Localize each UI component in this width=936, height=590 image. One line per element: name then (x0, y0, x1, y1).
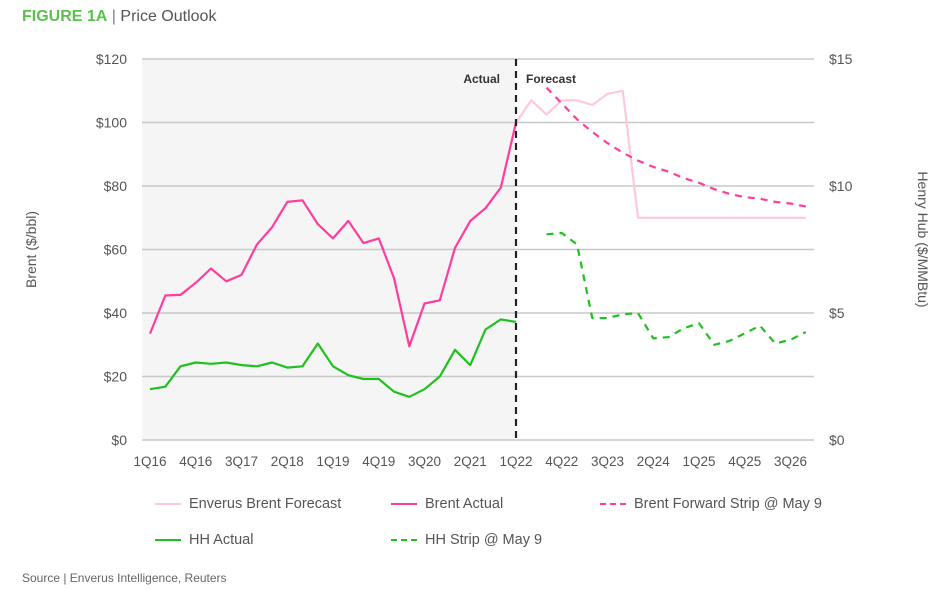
x-tick-label: 3Q17 (225, 454, 258, 469)
series-lines (148, 86, 807, 398)
x-tick-label: 4Q19 (362, 454, 395, 469)
series-line-hh-actual (149, 318, 517, 398)
x-tick-label: 4Q16 (179, 454, 212, 469)
title-separator: | (111, 8, 116, 25)
figure-title: FIGURE 1A | Price Outlook (22, 8, 216, 26)
legend-swatch-enverus-brent-forecast (155, 503, 181, 505)
left-tick-label: $20 (104, 369, 128, 385)
x-tick-label: 1Q25 (682, 454, 715, 469)
x-tick-label: 1Q16 (133, 454, 166, 469)
right-axis-ticks: $0 $5 $10 $15 (829, 51, 853, 448)
legend-item-enverus-brent-forecast[interactable]: Enverus Brent Forecast (155, 496, 341, 512)
x-tick-label: 4Q22 (545, 454, 578, 469)
left-tick-label: $0 (111, 432, 127, 448)
actual-annotation: Actual (463, 72, 500, 86)
x-tick-label: 2Q21 (454, 454, 487, 469)
left-axis-ticks: $0 $20 $40 $60 $80 $100 $120 (96, 51, 127, 448)
legend-swatch-hh-strip (391, 539, 417, 541)
legend-swatch-brent-forward-strip (600, 503, 626, 505)
series-line-brent-forward-strip-may-9 (545, 86, 807, 208)
forecast-annotation: Forecast (526, 72, 576, 86)
x-tick-label: 1Q19 (316, 454, 349, 469)
x-tick-label: 1Q22 (499, 454, 532, 469)
legend-swatch-brent-actual (391, 503, 417, 505)
x-tick-label: 2Q18 (271, 454, 304, 469)
x-tick-label: 2Q24 (637, 454, 671, 469)
series-line-enverus-brent-forecast (515, 89, 806, 219)
legend-label: Enverus Brent Forecast (189, 496, 342, 512)
figure-label: FIGURE 1A (22, 8, 108, 25)
left-tick-label: $80 (104, 178, 128, 194)
price-outlook-chart: $0 $20 $40 $60 $80 $100 $120 $0 $5 $10 $15 1Q16 4Q… (23, 51, 931, 469)
left-tick-label: $100 (96, 115, 127, 131)
left-axis-label: Brent ($/bbl) (23, 211, 39, 288)
legend-swatch-hh-actual (155, 539, 181, 541)
legend-label: HH Strip @ May 9 (425, 532, 543, 548)
right-tick-label: $5 (829, 305, 845, 321)
x-tick-label: 3Q23 (591, 454, 624, 469)
left-tick-label: $60 (104, 242, 128, 258)
right-axis-label: Henry Hub ($/MMBtu) (915, 171, 931, 307)
right-tick-label: $15 (829, 51, 853, 67)
legend-item-brent-forward-strip[interactable]: Brent Forward Strip @ May 9 (600, 496, 822, 512)
x-axis-ticks: 1Q16 4Q16 3Q17 2Q18 1Q19 4Q19 3Q20 2Q21 1Q22 4Q22… (133, 454, 807, 469)
right-tick-label: $10 (829, 178, 853, 194)
right-tick-label: $0 (829, 432, 845, 448)
legend-label: Brent Actual (425, 496, 504, 512)
legend-item-hh-actual[interactable]: HH Actual (155, 532, 253, 548)
legend-label: Brent Forward Strip @ May 9 (634, 496, 822, 512)
legend-item-hh-strip[interactable]: HH Strip @ May 9 (391, 532, 542, 548)
x-tick-label: 3Q26 (774, 454, 807, 469)
x-tick-label: 4Q25 (728, 454, 761, 469)
legend-item-brent-actual[interactable]: Brent Actual (391, 496, 503, 512)
figure-title-text: Price Outlook (120, 8, 217, 25)
legend-label: HH Actual (189, 532, 254, 548)
source-note: Source | Enverus Intelligence, Reuters (22, 571, 227, 585)
left-tick-label: $40 (104, 305, 128, 321)
series-line-brent-actual (148, 122, 518, 348)
left-tick-label: $120 (96, 51, 127, 67)
x-tick-label: 3Q20 (408, 454, 441, 469)
series-line-hh-strip-may-9 (546, 231, 807, 346)
